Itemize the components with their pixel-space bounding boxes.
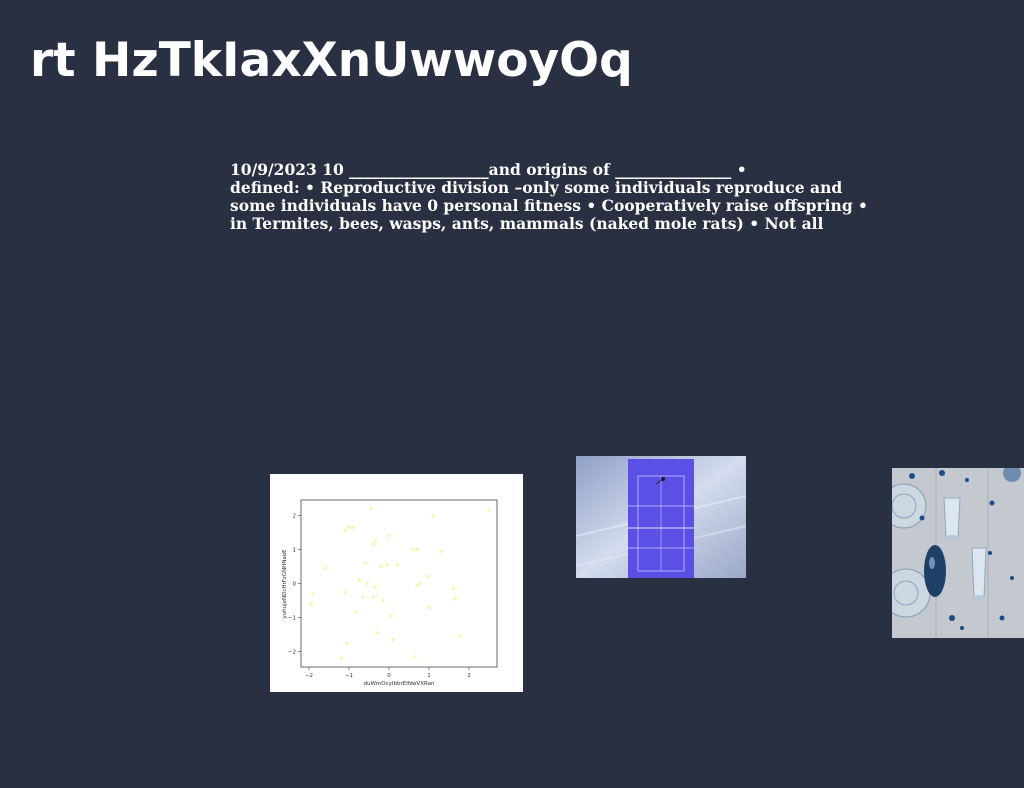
body-paragraph: 10/9/2023 10 __________________and origi…	[230, 161, 910, 233]
scatter-point	[417, 582, 421, 586]
y-tick-label: −1	[288, 616, 296, 622]
y-tick-label: 1	[293, 547, 297, 553]
body-line: 10/9/2023 10 __________________and origi…	[230, 161, 910, 179]
scatter-plot: −2 −1 0 1 2 −2 −1 0 1 2 duWmOcyIbbrEINwVXRan yuhu…	[270, 474, 523, 692]
scatter-point	[343, 590, 347, 594]
scatter-point	[369, 507, 373, 511]
body-line: in Termites, bees, wasps, ants, mammals …	[230, 215, 910, 233]
x-tick-label: −2	[305, 673, 313, 679]
scatter-point	[371, 595, 375, 599]
scatter-plot-canvas: −2 −1 0 1 2 −2 −1 0 1 2 duWmOcyIbbrEINwVXRan yuhu…	[270, 474, 523, 692]
plot-frame	[301, 500, 497, 667]
scatter-point	[387, 534, 391, 538]
page-title: rt HzTkIaxXnUwwoyOq	[30, 30, 633, 92]
y-axis-label: yuhujeNDcHrFzGNHNaoE	[282, 549, 288, 619]
scatter-point	[361, 595, 365, 599]
scatter-point	[453, 597, 457, 601]
y-tick-label: 0	[293, 582, 297, 588]
scatter-point	[311, 592, 315, 596]
x-axis-label: duWmOcyIbbrEINwVXRan	[363, 681, 435, 687]
scatter-point	[339, 657, 343, 661]
scatter-point	[363, 561, 367, 565]
scatter-point	[347, 525, 351, 529]
scatter-point	[413, 655, 417, 659]
scatter-point	[353, 611, 357, 615]
scatter-point	[411, 548, 415, 552]
scatter-point	[343, 529, 347, 533]
scatter-point	[395, 563, 399, 567]
scatter-point	[439, 549, 443, 553]
y-tick-label: 2	[293, 513, 297, 519]
body-line: defined: • Reproductive division –only s…	[230, 179, 910, 197]
scatter-point	[451, 587, 455, 591]
scatter-point	[371, 543, 375, 547]
decor-image	[892, 468, 1024, 638]
points-layer	[309, 507, 491, 661]
scatter-point	[431, 514, 435, 518]
scatter-point	[309, 602, 313, 606]
scatter-point	[351, 525, 355, 529]
body-line: some individuals have 0 personal fitness…	[230, 197, 910, 215]
scatter-point	[487, 508, 491, 512]
decor-photo	[892, 468, 1024, 638]
scatter-point	[357, 578, 361, 582]
scatter-point	[323, 566, 327, 570]
ticks-layer: −2 −1 0 1 2 −2 −1 0 1 2	[288, 513, 471, 679]
scatter-point	[415, 548, 419, 552]
scatter-point	[373, 585, 377, 589]
scatter-point	[427, 606, 431, 610]
scatter-point	[345, 641, 349, 645]
x-tick-label: 0	[387, 673, 391, 679]
scatter-point	[365, 582, 369, 586]
scatter-point	[457, 635, 461, 639]
x-tick-label: 2	[467, 673, 471, 679]
x-tick-label: 1	[427, 673, 431, 679]
tennis-court-image	[576, 456, 746, 578]
scatter-point	[375, 631, 379, 635]
scatter-point	[391, 638, 395, 642]
scatter-point	[379, 565, 383, 569]
scatter-point	[425, 575, 429, 579]
scatter-point	[373, 539, 377, 543]
y-tick-label: −2	[288, 650, 296, 656]
tennis-court-photo	[576, 456, 746, 578]
scatter-point	[389, 614, 393, 618]
scatter-point	[385, 563, 389, 567]
scatter-point	[381, 599, 385, 603]
x-tick-label: −1	[345, 673, 353, 679]
